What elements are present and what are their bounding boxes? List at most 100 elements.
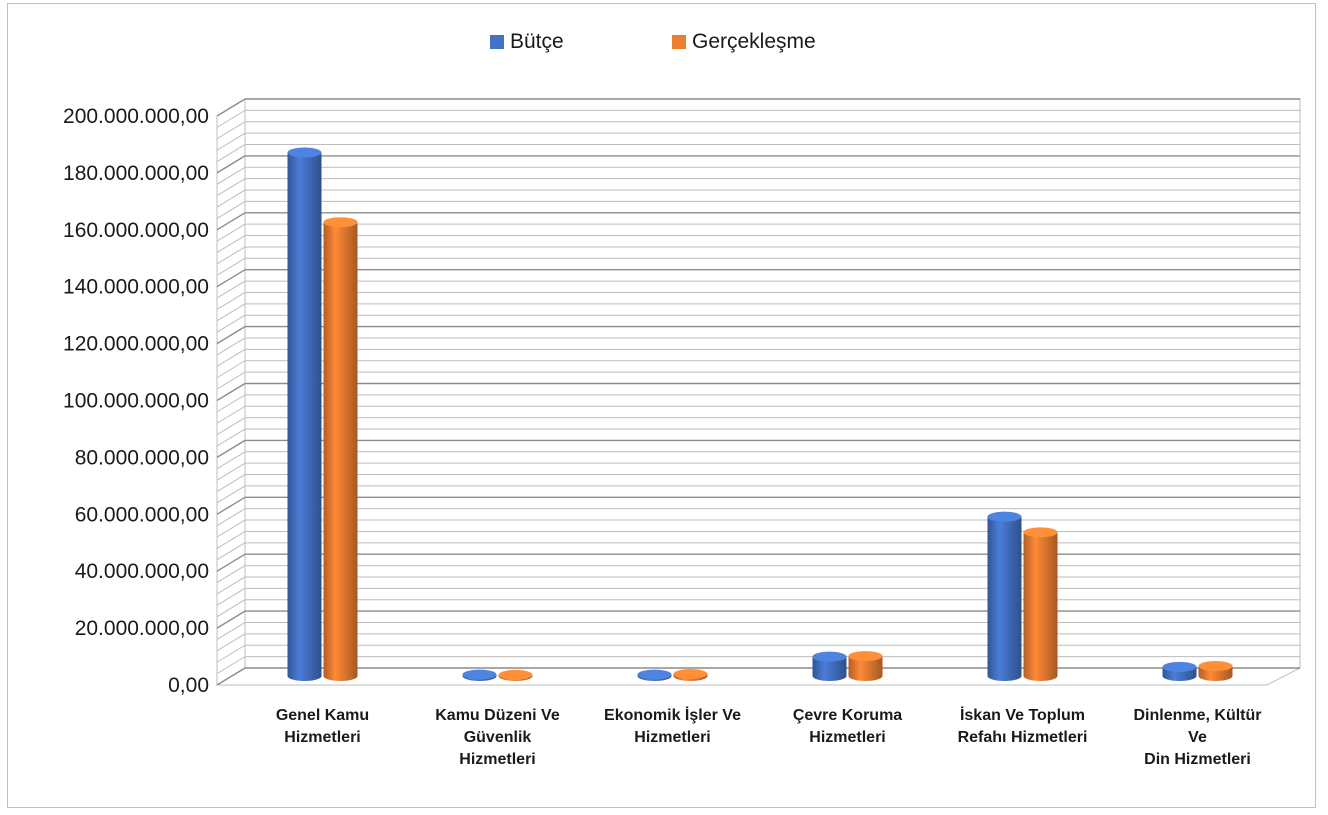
side-gridline: [216, 178, 246, 197]
side-gridline: [216, 212, 246, 231]
y-tick-label: 200.000.000,00: [63, 105, 209, 128]
x-category-label: Çevre Koruma Hizmetleri: [792, 707, 903, 746]
bar-body: [323, 222, 358, 681]
legend-item-butce: Bütçe: [490, 30, 564, 54]
side-gridline: [216, 257, 246, 276]
side-gridline: [216, 417, 246, 436]
side-gridline: [216, 542, 246, 561]
side-gridline: [216, 667, 246, 686]
legend-label-gerceklesme: Gerçekleşme: [692, 30, 816, 53]
y-tick-label: 160.000.000,00: [63, 219, 209, 242]
bar-body: [848, 656, 883, 681]
side-gridline: [216, 656, 246, 675]
y-tick-label: 60.000.000,00: [75, 503, 209, 526]
side-gridline: [216, 360, 246, 379]
x-category-label: Dinlenme, Kültür Ve Din Hizmetleri: [1133, 707, 1262, 768]
side-gridline: [216, 121, 246, 140]
bar-butce: [637, 669, 672, 681]
side-gridline: [216, 622, 246, 640]
bar-gerceklesme: [848, 651, 883, 681]
side-gridline: [216, 565, 246, 584]
side-gridline: [216, 451, 246, 470]
y-tick-label: 80.000.000,00: [75, 446, 209, 469]
legend-item-gerceklesme: Gerçekleşme: [672, 30, 816, 54]
side-gridline: [216, 166, 246, 185]
legend-label-butce: Bütçe: [510, 30, 564, 53]
side-gridline: [216, 155, 246, 174]
bar-body: [812, 656, 847, 681]
side-gridline: [216, 508, 246, 527]
bar-cap: [323, 217, 358, 228]
legend-swatch-butce: [490, 35, 504, 49]
y-tick-label: 120.000.000,00: [63, 333, 209, 356]
bar-cap: [987, 511, 1022, 522]
bar-cap: [673, 669, 708, 680]
bar-gerceklesme: [1023, 527, 1058, 681]
side-gridline: [216, 246, 246, 265]
side-gridline: [216, 405, 246, 424]
bar-cap: [498, 669, 533, 680]
y-tick-label: 180.000.000,00: [63, 162, 209, 185]
side-gridline: [216, 303, 246, 322]
legend: Bütçe Gerçekleşme: [0, 30, 1328, 60]
side-gridline: [216, 394, 246, 413]
side-gridline: [216, 462, 246, 481]
bar-cap: [1198, 661, 1233, 672]
side-gridline: [216, 109, 246, 128]
y-tick-label: 20.000.000,00: [75, 617, 209, 640]
side-gridline: [216, 485, 246, 504]
bar-cap: [848, 651, 883, 662]
bar-butce: [1162, 661, 1197, 681]
y-tick-label: 140.000.000,00: [63, 276, 209, 299]
side-gridline: [216, 269, 246, 288]
side-gridline: [216, 553, 246, 572]
side-gridline: [216, 382, 246, 402]
bar-body: [287, 152, 322, 681]
y-tick-label: 40.000.000,00: [75, 560, 209, 583]
side-gridline: [216, 371, 246, 390]
side-gridline: [216, 280, 246, 299]
side-gridline: [216, 200, 246, 219]
side-gridline: [216, 348, 246, 367]
side-gridline: [216, 633, 246, 652]
side-gridline: [216, 428, 246, 447]
side-gridline: [216, 144, 246, 162]
bar-gerceklesme: [1198, 661, 1233, 681]
bar-butce: [812, 651, 847, 681]
chart-floor: [215, 667, 1301, 686]
x-category-label: Ekonomik İşler Ve Hizmetleri: [604, 707, 741, 746]
side-gridline: [216, 576, 246, 595]
x-category-label: İskan Ve Toplum Refahı Hizmetleri: [957, 707, 1088, 746]
bar-butce: [462, 669, 497, 681]
bar-gerceklesme: [323, 217, 358, 681]
side-gridline: [216, 474, 246, 492]
bar-cap: [287, 147, 322, 158]
bar-cap: [812, 651, 847, 662]
side-gridline: [216, 439, 246, 458]
bar-cap: [637, 669, 672, 680]
side-gridline: [216, 644, 246, 663]
bar-cap: [462, 669, 497, 680]
bar-body: [987, 516, 1022, 681]
bar-body: [1023, 532, 1058, 681]
side-gridline: [216, 326, 246, 345]
bar-gerceklesme: [673, 669, 708, 681]
x-category-label: Kamu Düzeni Ve Güvenlik Hizmetleri: [435, 707, 560, 768]
side-gridline: [216, 599, 246, 618]
y-tick-label: 0,00: [168, 674, 209, 697]
bar-gerceklesme: [498, 669, 533, 681]
side-gridline: [216, 235, 246, 253]
side-gridline: [216, 223, 246, 242]
side-gridline: [216, 587, 246, 606]
bar-cap: [1162, 661, 1197, 672]
side-gridline: [216, 519, 246, 538]
legend-swatch-gerceklesme: [672, 35, 686, 49]
bar-butce: [987, 511, 1022, 681]
side-gridline: [216, 610, 246, 629]
bar-butce: [287, 147, 322, 681]
side-gridline: [216, 189, 246, 208]
side-gridline: [216, 292, 246, 310]
x-category-label: Genel Kamu Hizmetleri: [275, 707, 370, 746]
side-gridline: [216, 496, 246, 515]
